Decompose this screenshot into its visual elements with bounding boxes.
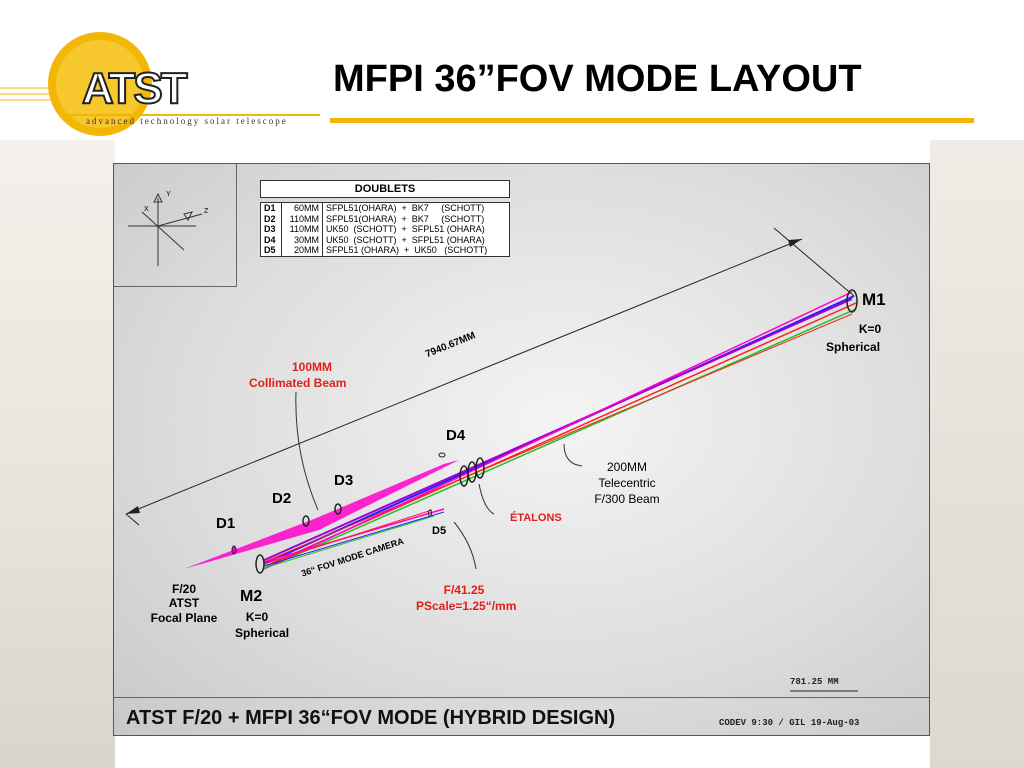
doublet-id: D2 — [260, 213, 282, 224]
f-number-label: F/41.25 — [443, 583, 485, 597]
m2-mirror — [255, 554, 265, 574]
doublet-row: D5 20MM SFPL51 (OHARA) + UK50 (SCHOTT) — [260, 245, 510, 256]
doublet-row: D2 110MM SFPL51(OHARA) + BK7 (SCHOTT) — [260, 213, 510, 224]
doublet-size: 110MM — [281, 224, 323, 235]
telecentric-label-1: 200MM — [606, 460, 647, 474]
d5-label: D5 — [432, 525, 447, 537]
page-title: MFPI 36”FOV MODE LAYOUT — [333, 58, 862, 100]
m1-k-label: K=0 — [858, 322, 882, 336]
doublet-size: 30MM — [281, 234, 323, 245]
doublet-glass: UK50 (SCHOTT) + SFPL51 (OHARA) — [326, 234, 485, 245]
title-underline — [330, 118, 974, 123]
optical-layout-panel: Y X Z DOUBLETS D1 60MM SFPL51(OHARA) + BK7… — [113, 163, 930, 736]
m2-k-label: K=0 — [245, 610, 269, 624]
etalon-3 — [475, 457, 485, 479]
scale-bar-label: 781.25 MM — [790, 677, 839, 687]
axis-x-label: X — [144, 206, 149, 213]
doublet-row: D1 60MM SFPL51(OHARA) + BK7 (SCHOTT) — [260, 202, 510, 214]
background-right — [930, 140, 1024, 768]
telecentric-label-3: F/300 Beam — [594, 492, 660, 506]
d1-lens — [231, 545, 237, 555]
telecentric-label-2: Telecentric — [598, 476, 656, 490]
m1-label: M1 — [862, 290, 886, 309]
footer-bar — [114, 697, 929, 735]
m1-type-label: Spherical — [826, 340, 881, 354]
coordinate-axes: Y X Z — [114, 164, 237, 287]
pscale-label: PScale=1.25“/mm — [416, 599, 517, 613]
doublet-id: D1 — [260, 202, 282, 214]
m2-type-label: Spherical — [235, 626, 290, 640]
doublet-row: D3 110MM UK50 (SCHOTT) + SFPL51 (OHARA) — [260, 224, 510, 235]
footer-meta: CODEV 9:30 / GIL 19-Aug-03 — [719, 718, 860, 728]
d3-label: D3 — [334, 472, 354, 489]
logo-tagline: advanced technology solar telescope — [86, 116, 288, 126]
doublet-id: D3 — [260, 224, 282, 235]
beam-type-label: Collimated Beam — [249, 376, 347, 390]
logo-text: ATST — [81, 63, 189, 114]
doublet-size: 110MM — [281, 213, 323, 224]
d3-lens — [334, 503, 342, 515]
m2-label: M2 — [240, 588, 263, 605]
doublets-table: DOUBLETS D1 60MM SFPL51(OHARA) + BK7 (SCHO… — [260, 180, 510, 257]
doublet-size: 20MM — [281, 245, 323, 256]
ray-purple — [261, 298, 853, 562]
d4-label: D4 — [446, 427, 466, 444]
d5-lens — [428, 509, 432, 517]
d4-lens — [438, 452, 446, 458]
ray-green — [263, 308, 857, 570]
doublet-row: D4 30MM UK50 (SCHOTT) + SFPL51 (OHARA) — [260, 234, 510, 245]
doublet-glass: SFPL51 (OHARA) + UK50 (SCHOTT) — [326, 245, 488, 255]
dimension-line — [125, 238, 803, 515]
doublet-glass: SFPL51(OHARA) + BK7 (SCHOTT) — [326, 203, 485, 213]
d2-label: D2 — [272, 490, 292, 507]
ray-diagram — [125, 227, 858, 692]
footer-title: ATST F/20 + MFPI 36“FOV MODE (HYBRID DES… — [126, 707, 616, 729]
axis-z-label: Z — [204, 208, 209, 215]
doublet-id: D5 — [260, 245, 282, 256]
etalons-label: ÉTALONS — [510, 512, 562, 524]
m1-mirror — [846, 289, 858, 313]
focal-label-1: F/20 — [171, 582, 196, 596]
beam-size-label: 100MM — [291, 360, 332, 374]
d2-lens — [302, 515, 310, 527]
focal-label-2: ATST — [168, 596, 200, 610]
doublet-size: 60MM — [281, 202, 323, 214]
background-left — [0, 140, 115, 768]
focal-label-3: Focal Plane — [150, 611, 218, 625]
axis-y-label: Y — [166, 191, 171, 198]
atst-logo: ATST advanced technology solar telescope — [0, 20, 330, 140]
doublet-id: D4 — [260, 234, 282, 245]
doublet-glass: SFPL51(OHARA) + BK7 (SCHOTT) — [326, 213, 485, 224]
d1-label: D1 — [216, 515, 236, 532]
doublet-glass: UK50 (SCHOTT) + SFPL51 (OHARA) — [326, 224, 485, 234]
collimated-beam — [184, 460, 459, 569]
doublets-title: DOUBLETS — [260, 180, 510, 198]
